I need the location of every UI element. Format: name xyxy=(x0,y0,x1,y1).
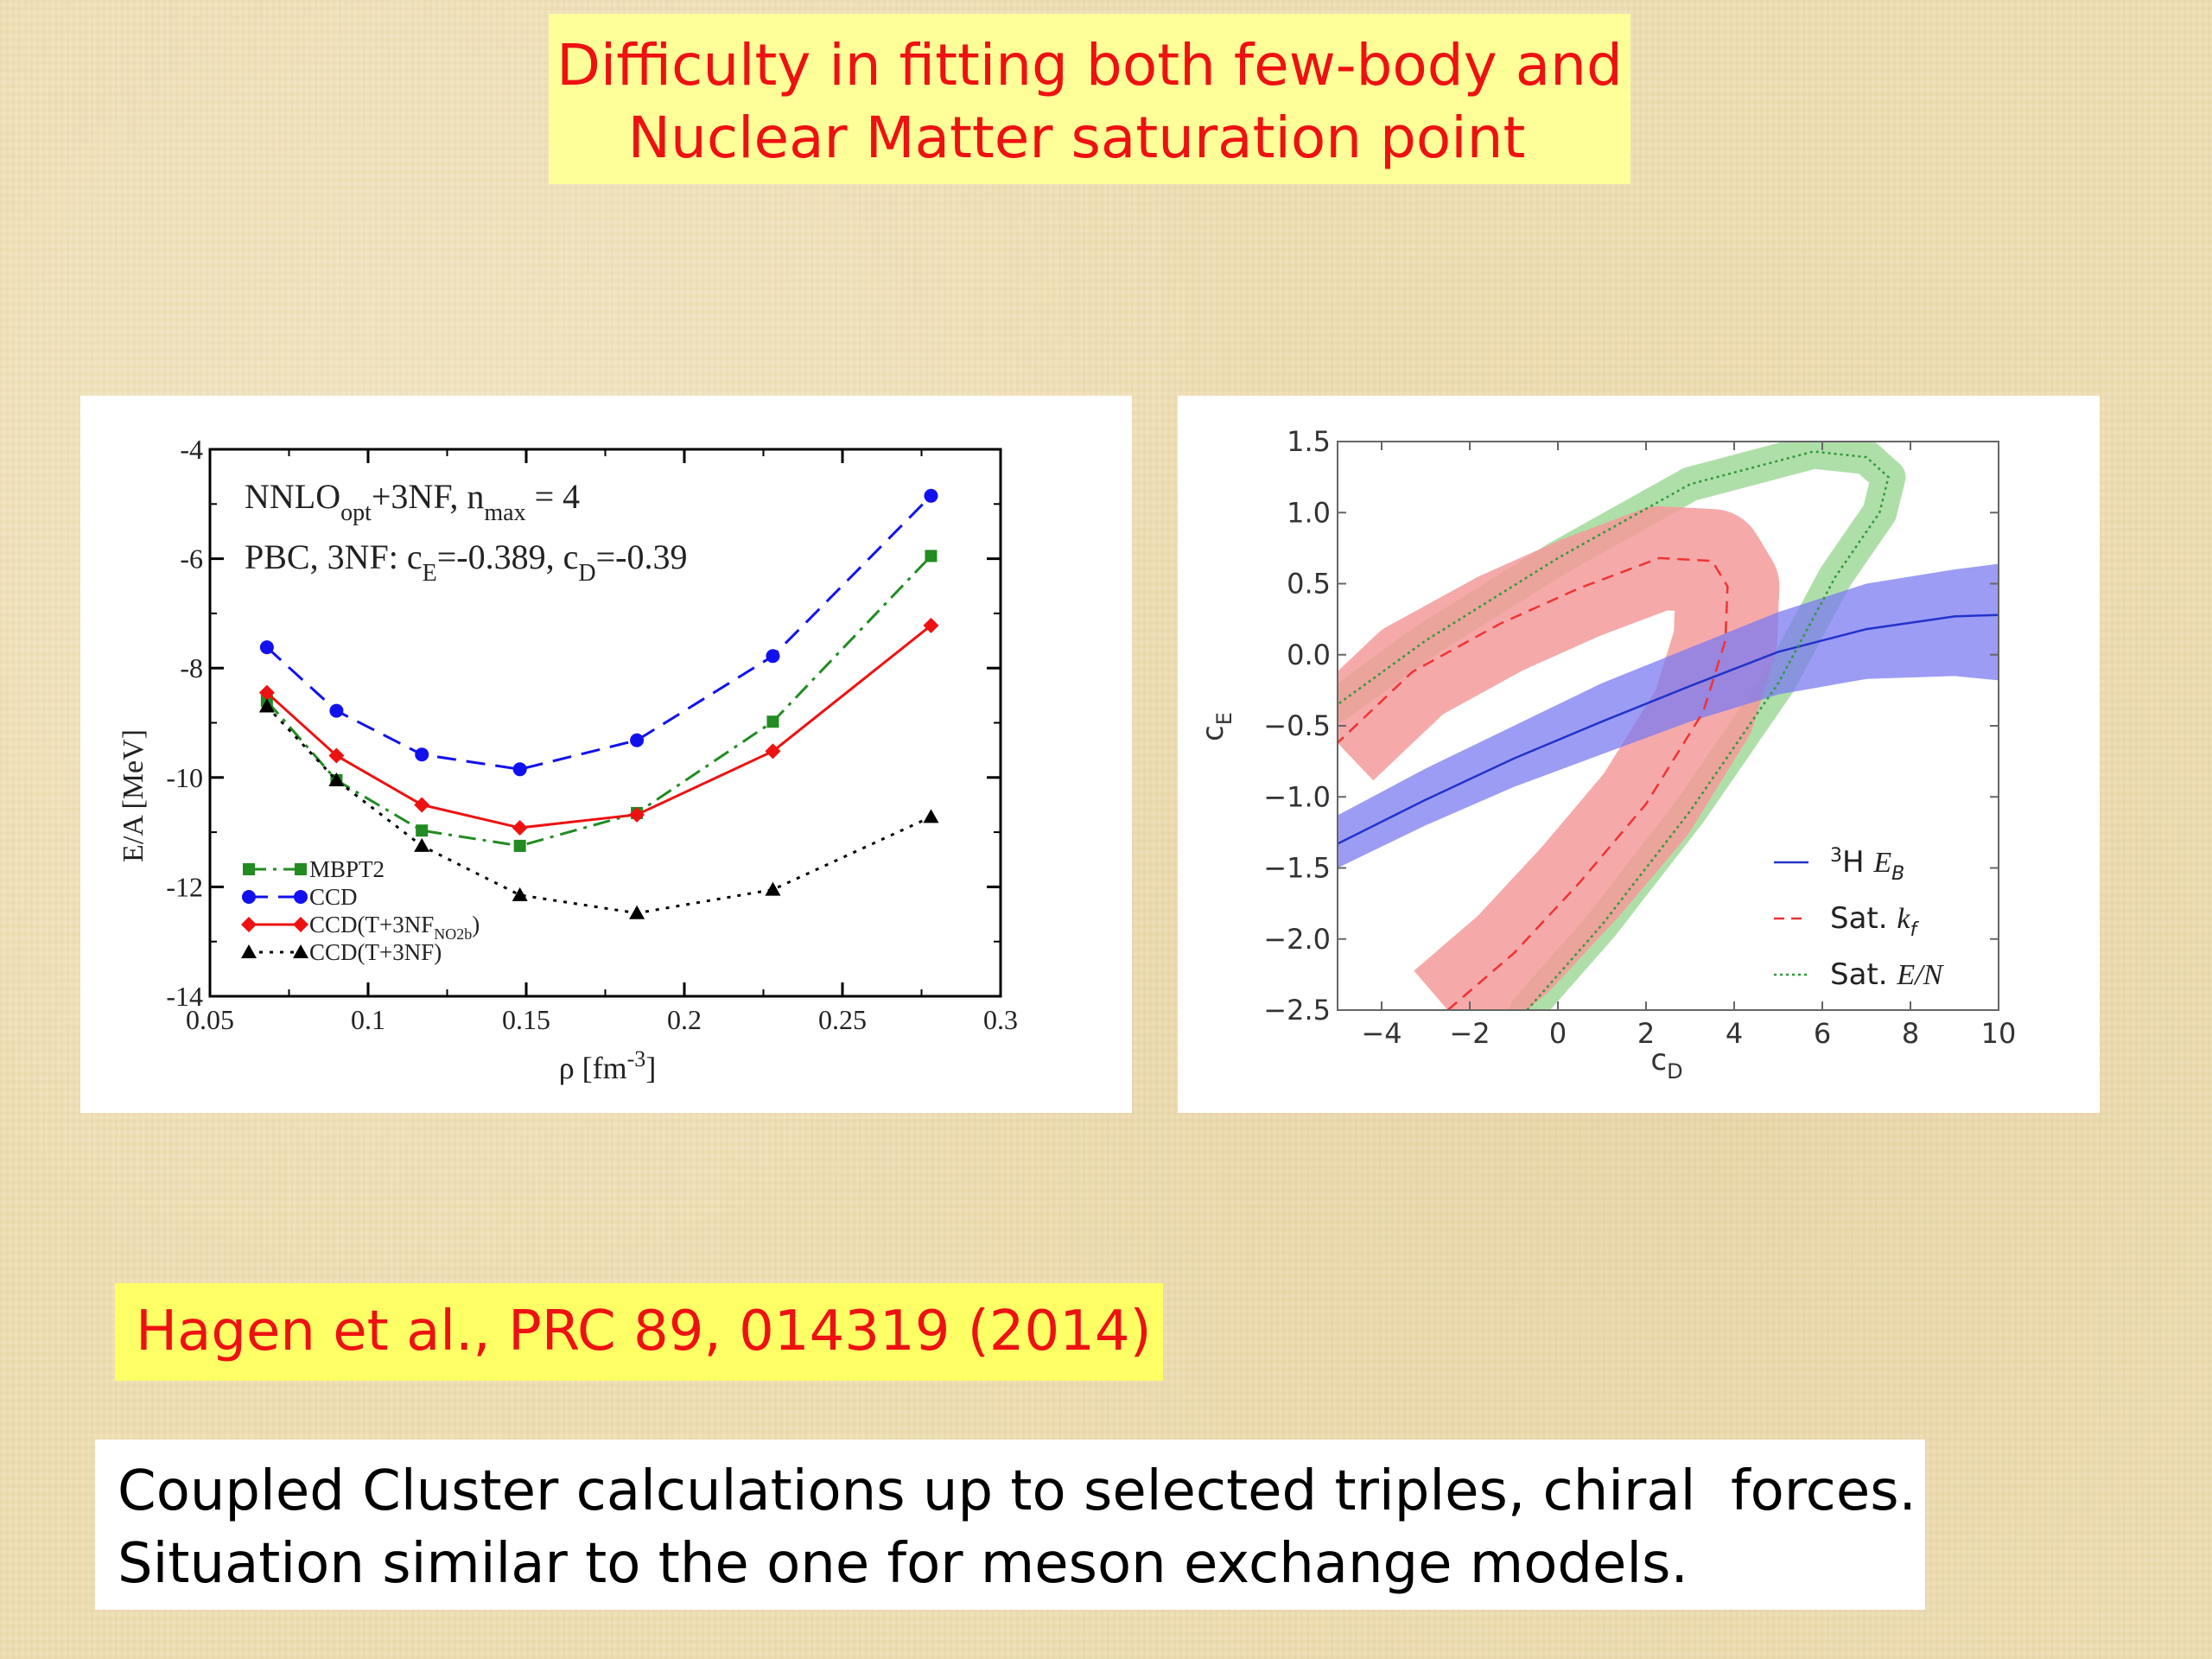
legend-marker xyxy=(293,944,308,958)
data-point xyxy=(258,684,275,701)
note-line-2: Situation similar to the one for meson e… xyxy=(118,1532,1688,1596)
legend-label: Sat. kf xyxy=(1830,901,1919,941)
annotation-line-1: NNLOopt+3NF, nmax = 4 xyxy=(245,477,580,526)
y-tick-label: -8 xyxy=(180,652,203,683)
slide-title: Difficulty in fitting both few-body and … xyxy=(549,14,1630,184)
legend-label: Sat. E/N xyxy=(1830,957,1945,992)
data-point xyxy=(765,743,781,760)
y-axis-label: E/A [MeV] xyxy=(118,729,149,862)
ce-cd-chart-panel: −4 −2 0 2 4 6 8 10 1.5 1.0 0.5 0.0 −0.5 −1.0 −1.5 −2.0 −… xyxy=(1178,396,2100,1113)
series-line-1 xyxy=(265,555,932,848)
x-tick-label: 0.1 xyxy=(351,1004,385,1035)
data-point xyxy=(512,762,527,777)
legend-label: CCD xyxy=(309,884,358,910)
data-point xyxy=(629,905,645,919)
data-point xyxy=(414,797,430,813)
x-tick-label: 0.2 xyxy=(667,1004,702,1035)
legend-label: 3H EB xyxy=(1830,845,1904,885)
legend-marker xyxy=(293,917,308,932)
x-tick-label: 0 xyxy=(1549,1017,1567,1050)
ce-cd-chart: −4 −2 0 2 4 6 8 10 1.5 1.0 0.5 0.0 −0.5 −1.0 −1.5 −2.0 −… xyxy=(1196,425,2017,1084)
x-tick-label: 0.3 xyxy=(983,1004,1018,1035)
x-tick-label: 0.05 xyxy=(186,1004,234,1035)
triton-band xyxy=(1338,563,1999,868)
energy-density-chart: 0.05 0.1 0.15 0.2 0.25 0.3 -4 -6 -8 -10 -12 -14 NNL… xyxy=(118,434,1018,1085)
y-tick-label: -12 xyxy=(166,871,203,902)
data-point xyxy=(328,772,345,786)
note-line-1: Coupled Cluster calculations up to selec… xyxy=(118,1459,1916,1523)
y-axis-label: cE xyxy=(1196,712,1236,741)
x-tick-label: 4 xyxy=(1726,1017,1743,1050)
x-tick-label: 0.15 xyxy=(502,1004,550,1035)
series-line-1 xyxy=(1338,613,1999,845)
data-point xyxy=(513,839,526,852)
data-point xyxy=(416,824,429,837)
data-point xyxy=(512,820,528,836)
data-point xyxy=(766,715,779,728)
data-point xyxy=(629,806,645,823)
x-tick-label: 0.25 xyxy=(818,1004,867,1035)
y-tick-label: 1.0 xyxy=(1287,496,1331,529)
y-tick-label: 0.5 xyxy=(1287,568,1331,601)
y-tick-label: −0.5 xyxy=(1263,709,1331,742)
data-point xyxy=(329,703,344,718)
legend-marker xyxy=(241,944,257,958)
data-point xyxy=(414,837,430,852)
legend-label: CCD(T+3NF) xyxy=(309,939,442,965)
data-point xyxy=(923,809,939,823)
series-line-3 xyxy=(1338,450,1890,1010)
y-tick-label: -10 xyxy=(166,762,203,793)
data-point xyxy=(923,617,939,633)
legend: 3H EB Sat. kf Sat. E/N xyxy=(1774,845,1945,992)
x-tick-label: 8 xyxy=(1902,1017,1919,1050)
reference-citation: Hagen et al., PRC 89, 014319 (2014) xyxy=(115,1283,1163,1381)
y-tick-label: -14 xyxy=(166,981,203,1012)
data-point xyxy=(924,488,938,503)
legend-marker xyxy=(243,863,255,875)
x-tick-label: 2 xyxy=(1637,1017,1655,1050)
legend-label: CCD(T+3NFNO2b) xyxy=(309,912,480,943)
sat-kf-band xyxy=(1338,505,1780,1010)
x-tick-label: −4 xyxy=(1361,1017,1402,1050)
data-point xyxy=(630,733,645,747)
series-line-2 xyxy=(1338,556,1729,1010)
data-point xyxy=(258,698,275,713)
legend-marker xyxy=(294,890,308,904)
legend-marker xyxy=(242,890,256,904)
data-point xyxy=(765,881,781,896)
data-point xyxy=(512,887,528,901)
y-tick-label: 0.0 xyxy=(1287,639,1331,671)
data-point xyxy=(328,747,345,764)
slide-title-line-2: Nuclear Matter saturation point xyxy=(627,105,1526,171)
data-point xyxy=(766,649,780,664)
y-tick-label: −2.5 xyxy=(1263,994,1331,1027)
data-point xyxy=(415,747,429,762)
y-tick-label: −1.5 xyxy=(1263,852,1331,885)
x-tick-label: −2 xyxy=(1449,1017,1490,1050)
y-tick-label: −2.0 xyxy=(1263,923,1331,956)
y-tick-label: −1.0 xyxy=(1263,780,1331,813)
y-tick-label: -6 xyxy=(180,543,203,575)
description-note: Coupled Cluster calculations up to selec… xyxy=(95,1440,1925,1610)
y-tick-label: -4 xyxy=(180,434,203,465)
legend-label: MBPT2 xyxy=(309,856,385,882)
legend-marker xyxy=(295,863,307,875)
data-point xyxy=(259,640,274,655)
y-tick-label: 1.5 xyxy=(1287,425,1331,458)
legend-marker xyxy=(241,917,257,932)
x-axis-label: cD xyxy=(1650,1043,1682,1084)
annotation-line-2: PBC, 3NF: cE=-0.389, cD=-0.39 xyxy=(245,537,687,587)
x-tick-label: 10 xyxy=(1981,1017,2017,1050)
x-axis-label: ρ [fm-3] xyxy=(559,1046,657,1085)
energy-density-chart-panel: 0.05 0.1 0.15 0.2 0.25 0.3 -4 -6 -8 -10 -12 -14 NNL… xyxy=(80,396,1132,1113)
slide-title-line-1: Difficulty in fitting both few-body and xyxy=(556,32,1623,99)
x-tick-label: 6 xyxy=(1814,1017,1831,1050)
data-point xyxy=(925,550,938,563)
